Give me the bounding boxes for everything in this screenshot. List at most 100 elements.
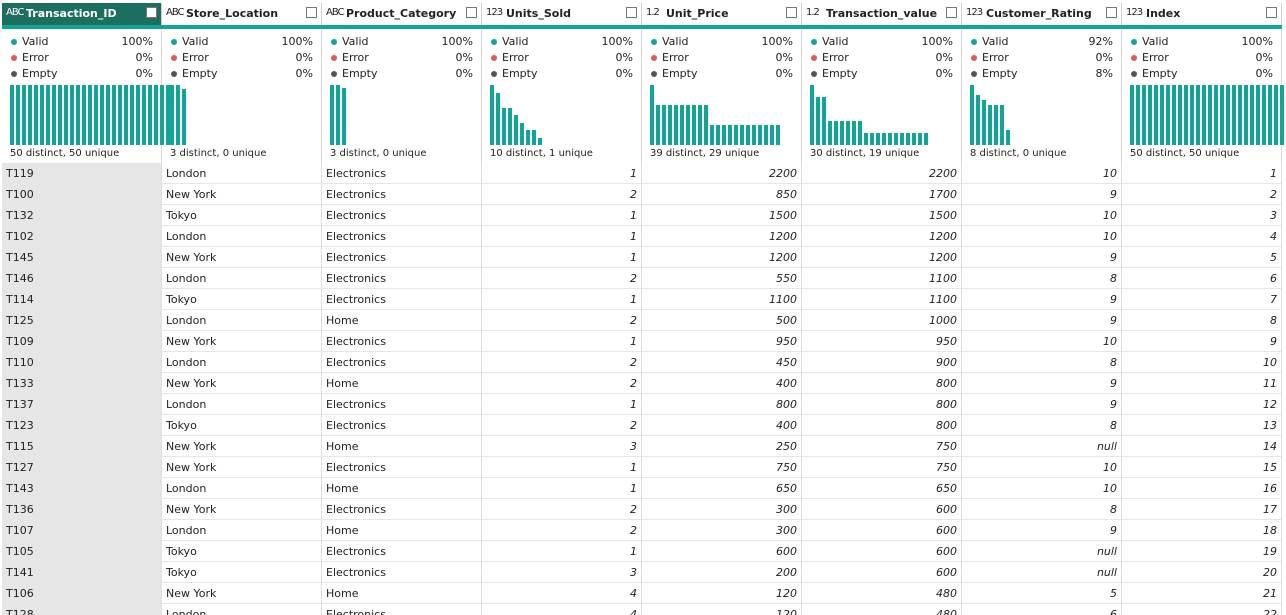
histogram-bar [650, 85, 654, 145]
type-icon[interactable]: ABC [6, 7, 24, 18]
table-cell: 3 [482, 436, 642, 457]
status-label: Error [342, 51, 369, 64]
filter-dropdown[interactable] [306, 7, 317, 18]
status-percent: 0% [1255, 51, 1273, 64]
status-dot [1131, 71, 1137, 77]
table-cell: 6 [1122, 268, 1282, 289]
status-percent: 0% [775, 67, 793, 80]
histogram-bar [46, 85, 50, 145]
histogram-bar [40, 85, 44, 145]
status-label: Empty [982, 67, 1018, 80]
histogram-bar [906, 133, 910, 145]
histogram-bar [1256, 85, 1260, 145]
column-name[interactable]: Unit_Price [666, 7, 729, 20]
column-name[interactable]: Product_Category [346, 7, 457, 20]
filter-dropdown[interactable] [946, 7, 957, 18]
table-cell: Electronics [322, 541, 482, 562]
status-label: Empty [22, 67, 58, 80]
type-icon[interactable]: 1.2 [646, 7, 660, 18]
table-cell: Electronics [322, 247, 482, 268]
filter-dropdown[interactable] [626, 7, 637, 18]
histogram-bar [810, 85, 814, 145]
column-name[interactable]: Transaction_value [826, 7, 938, 20]
table-cell: 9 [1122, 331, 1282, 352]
histogram-bar [882, 133, 886, 145]
table-cell: 300 [642, 499, 802, 520]
status-percent: 92% [1088, 35, 1113, 48]
histogram-bar [166, 85, 170, 145]
column-header[interactable]: ABC Store_Location [162, 3, 322, 25]
status-percent: 100% [121, 35, 153, 48]
table-cell: London [162, 394, 322, 415]
histogram-bar [532, 130, 536, 145]
column-header[interactable]: ABC Product_Category [322, 3, 482, 25]
filter-dropdown[interactable] [1106, 7, 1117, 18]
histogram-bar [176, 85, 180, 145]
type-icon[interactable]: 123 [486, 7, 503, 18]
status-dot [971, 71, 977, 77]
filter-dropdown[interactable] [786, 7, 797, 18]
histogram-bar [846, 121, 850, 145]
table-cell: 1 [482, 205, 642, 226]
histogram-bar [822, 97, 826, 145]
column-name[interactable]: Index [1146, 7, 1181, 20]
table-cell: 650 [802, 478, 962, 499]
column-header[interactable]: 123 Index [1122, 3, 1282, 25]
table-cell: 9 [962, 373, 1122, 394]
type-icon[interactable]: ABC [166, 7, 184, 18]
table-cell: T114 [2, 289, 162, 310]
table-cell: 4 [482, 604, 642, 615]
column-header[interactable]: 1.2 Unit_Price [642, 3, 802, 25]
status-dot [331, 55, 337, 61]
table-cell: 18 [1122, 520, 1282, 541]
status-percent: 100% [601, 35, 633, 48]
histogram-bar [656, 105, 660, 145]
column-profile: Valid 100% Error 0% Empty 0% 3 distinct, 0 uni… [162, 29, 322, 163]
column-header[interactable]: 1.2 Transaction_value [802, 3, 962, 25]
type-icon[interactable]: 123 [966, 7, 983, 18]
status-label: Error [662, 51, 689, 64]
column-name[interactable]: Customer_Rating [986, 7, 1092, 20]
type-icon[interactable]: 123 [1126, 7, 1143, 18]
histogram-bar [16, 85, 20, 145]
status-dot [651, 55, 657, 61]
column-name[interactable]: Store_Location [186, 7, 279, 20]
type-icon[interactable]: 1.2 [806, 7, 820, 18]
histogram-bar [758, 125, 762, 145]
table-cell: 5 [1122, 247, 1282, 268]
filter-dropdown[interactable] [146, 7, 157, 18]
histogram-bar [770, 125, 774, 145]
histogram-bar [154, 85, 158, 145]
table-cell: London [162, 268, 322, 289]
histogram-bar [894, 133, 898, 145]
table-cell: London [162, 226, 322, 247]
filter-dropdown[interactable] [466, 7, 477, 18]
histogram-bar [34, 85, 38, 145]
table-cell: Tokyo [162, 415, 322, 436]
status-label: Valid [662, 35, 689, 48]
type-icon[interactable]: ABC [326, 7, 344, 18]
histogram-bar [722, 125, 726, 145]
table-cell: 22 [1122, 604, 1282, 615]
status-label: Empty [662, 67, 698, 80]
column-header[interactable]: 123 Units_Sold [482, 3, 642, 25]
status-percent: 0% [455, 51, 473, 64]
status-percent: 0% [295, 67, 313, 80]
histogram-bar [142, 85, 146, 145]
column-name[interactable]: Transaction_ID [26, 7, 117, 20]
quality-bar [642, 25, 802, 29]
table-cell: Electronics [322, 394, 482, 415]
column-profile: Valid 92% Error 0% Empty 8% 8 distinct, 0 uniq… [962, 29, 1122, 163]
status-dot [331, 39, 337, 45]
histogram-bar [746, 125, 750, 145]
status-dot [651, 39, 657, 45]
table-cell: Tokyo [162, 562, 322, 583]
table-cell: 2 [482, 373, 642, 394]
column-header[interactable]: 123 Customer_Rating [962, 3, 1122, 25]
table-cell: 1 [482, 478, 642, 499]
column-header[interactable]: ABC Transaction_ID [2, 3, 162, 25]
column-name[interactable]: Units_Sold [506, 7, 571, 20]
histogram-bar [864, 133, 868, 145]
filter-dropdown[interactable] [1266, 7, 1277, 18]
